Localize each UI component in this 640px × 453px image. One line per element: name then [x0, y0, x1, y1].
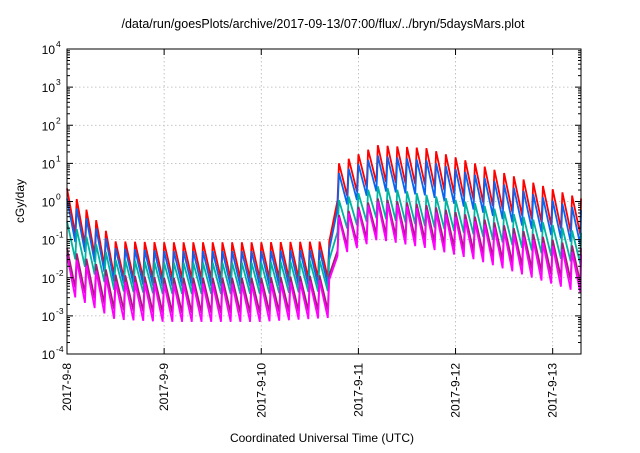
x-tick-label: 2017-9-12 — [449, 363, 463, 418]
y-tick-label: 10 — [42, 157, 56, 171]
x-axis-ticks: 2017-9-8 2017-9-9 2017-9-10 2017-9-11 2017-9… — [60, 49, 560, 418]
y-axis-label: cGy/day — [13, 179, 27, 223]
y-tick-exponent: 3 — [56, 77, 61, 87]
y-tick-exponent: 2 — [56, 115, 61, 125]
y-tick-label: 10 — [42, 196, 56, 210]
y-tick-exponent: -1 — [56, 230, 64, 240]
y-tick-exponent: -4 — [56, 344, 64, 354]
x-tick-label: 2017-9-11 — [351, 363, 365, 417]
y-tick-exponent: -2 — [56, 268, 64, 278]
y-tick-exponent: 0 — [56, 192, 61, 202]
x-tick-label: 2017-9-10 — [254, 363, 268, 418]
y-tick-label: 10 — [42, 81, 56, 95]
y-tick-label: 10 — [42, 310, 56, 324]
y-tick-exponent: -3 — [56, 306, 64, 316]
y-tick-label: 10 — [42, 43, 56, 57]
y-tick-label: 10 — [42, 234, 56, 248]
x-axis-label: Coordinated Universal Time (UTC) — [230, 431, 414, 445]
series-line — [66, 201, 582, 322]
x-tick-label: 2017-9-13 — [546, 363, 560, 418]
y-tick-label: 10 — [42, 272, 56, 286]
x-tick-label: 2017-9-9 — [157, 363, 171, 411]
y-tick-exponent: 1 — [56, 153, 61, 163]
chart-title: /data/run/goesPlots/archive/2017-09-13/0… — [121, 17, 525, 31]
y-tick-label: 10 — [42, 119, 56, 133]
y-tick-exponent: 4 — [56, 39, 61, 49]
x-tick-label: 2017-9-8 — [60, 363, 74, 411]
y-tick-label: 10 — [42, 348, 56, 362]
series-layer — [66, 144, 582, 322]
